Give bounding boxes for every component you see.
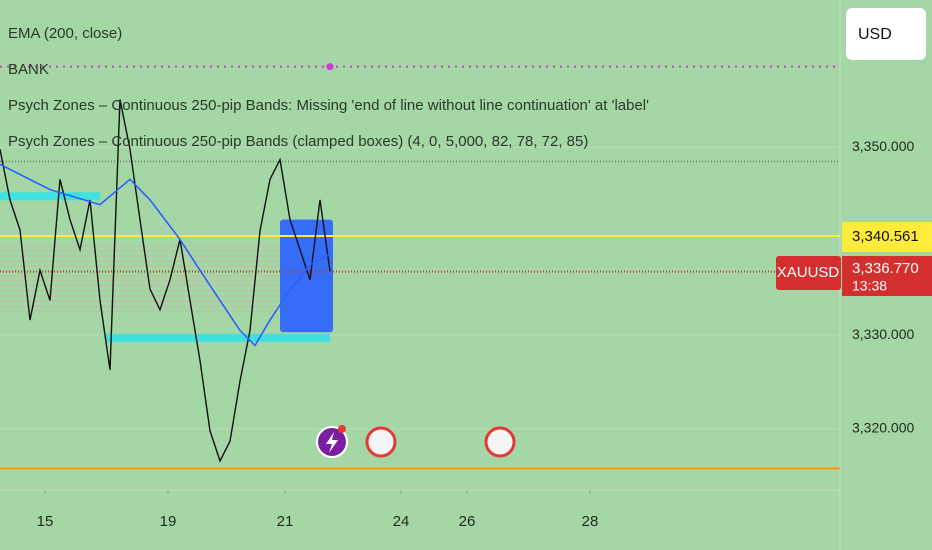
symbol-label: XAUUSD <box>777 264 840 281</box>
x-tick-label: 26 <box>459 513 476 530</box>
legend-line: EMA (200, close) <box>8 25 122 42</box>
event-dot <box>338 425 346 433</box>
currency-button-bg[interactable] <box>846 8 926 60</box>
level-dot <box>326 63 334 71</box>
plot-area: EMA (200, close) BANK Psych Zones – Contin… <box>0 25 840 470</box>
price-tags: 3,340.561 XAUUSD 3,336.770 13:38 <box>776 222 932 296</box>
currency-button[interactable]: USD <box>846 8 926 60</box>
series-line <box>0 163 331 347</box>
legend-line: Psych Zones – Continuous 250-pip Bands (… <box>8 133 588 150</box>
x-tick-label: 15 <box>37 513 54 530</box>
event-icon[interactable] <box>484 426 516 458</box>
x-tick-label: 21 <box>277 513 294 530</box>
legend-line: BANK <box>8 61 49 78</box>
y-tick-label: 3,330.000 <box>852 326 914 342</box>
countdown-label: 13:38 <box>852 278 887 294</box>
x-tick-label: 19 <box>160 513 177 530</box>
legend-line: Psych Zones – Continuous 250-pip Bands: … <box>8 97 649 114</box>
currency-label[interactable]: USD <box>858 26 892 43</box>
series-line <box>0 99 331 463</box>
x-tick-label: 24 <box>393 513 410 530</box>
zone-box <box>280 219 333 333</box>
event-icons <box>316 425 516 458</box>
last-close-label: 3,336.770 <box>852 260 919 277</box>
marked-price-tag <box>842 222 932 252</box>
y-tick-label: 3,320.000 <box>852 420 914 436</box>
y-tick-label: 3,350.000 <box>852 138 914 154</box>
last-close-tag <box>842 256 932 296</box>
event-icon[interactable] <box>365 426 397 458</box>
marked-price-label: 3,340.561 <box>852 228 919 245</box>
event-icon-glyph <box>326 432 338 453</box>
symbol-tag <box>776 256 841 290</box>
x-tick-label: 28 <box>582 513 599 530</box>
